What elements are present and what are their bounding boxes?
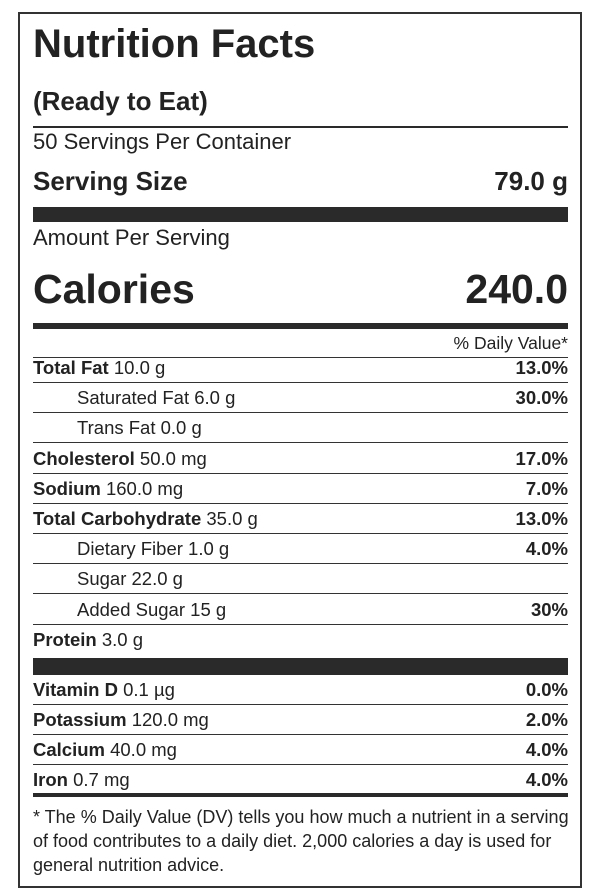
thick-bar: [33, 658, 568, 675]
daily-value: 0.0%: [525, 679, 568, 700]
nutrient-name: Sugar: [77, 568, 127, 590]
nutrient-name-wrap: Sugar 22.0 g: [33, 568, 183, 589]
servings: 50 Servings Per Container: [33, 129, 292, 154]
nutrient-name: Iron: [33, 769, 68, 790]
serving-size-label: Serving Size: [33, 166, 188, 196]
nutrient-amount: 10.0 g: [113, 357, 166, 378]
nutrient-name: Trans Fat: [77, 417, 156, 439]
daily-value-header: % Daily Value*: [33, 328, 568, 358]
nutrient-row: Calcium 40.0 mg 4.0%: [33, 735, 568, 765]
nutrient-name-wrap: Potassium 120.0 mg: [33, 709, 209, 730]
divider: [33, 126, 568, 128]
nutrient-amount: 1.0 g: [188, 538, 230, 560]
daily-value: 30%: [530, 598, 568, 620]
nutrient-name-wrap: Protein 3.0 g: [33, 629, 143, 650]
nutrient-name-wrap: Total Carbohydrate 35.0 g: [33, 508, 258, 529]
nutrient-name: Vitamin D: [33, 679, 118, 700]
nutrient-amount: 120.0 mg: [131, 709, 209, 730]
nutrient-row: Protein 3.0 g: [33, 625, 568, 655]
serving-size: 79.0 g: [494, 166, 568, 196]
nutrient-row: Vitamin D 0.1 µg 0.0%: [33, 675, 568, 705]
nutrient-amount: 15 g: [190, 598, 227, 620]
nutrient-name: Total Carbohydrate: [33, 508, 202, 529]
nutrient-name-wrap: Cholesterol 50.0 mg: [33, 448, 207, 469]
daily-value: 4.0%: [525, 739, 568, 760]
nutrient-name-wrap: Added Sugar 15 g: [33, 599, 226, 620]
medium-bar: [33, 323, 568, 329]
daily-value: 17.0%: [515, 447, 568, 469]
nutrient-name-wrap: Trans Fat 0.0 g: [33, 417, 202, 438]
daily-value: 2.0%: [525, 709, 568, 730]
nutrient-name: Total Fat: [33, 357, 109, 378]
daily-value: 7.0%: [525, 477, 568, 499]
nutrient-name: Sodium: [33, 477, 101, 499]
nutrient-name-wrap: Calcium 40.0 mg: [33, 739, 177, 760]
daily-value: 4.0%: [525, 538, 568, 560]
nutrient-name: Dietary Fiber: [77, 538, 183, 560]
nutrient-amount: 35.0 g: [206, 508, 258, 529]
nutrient-row: Dietary Fiber 1.0 g 4.0%: [33, 534, 568, 565]
nutrient-row: Total Carbohydrate 35.0 g 13.0%: [33, 504, 568, 534]
nutrient-row: Added Sugar 15 g 30%: [33, 595, 568, 625]
nutrient-name: Calcium: [33, 739, 105, 760]
nutrient-name: Saturated Fat: [77, 387, 190, 409]
footnote: * The % Daily Value (DV) tells you how m…: [33, 807, 569, 875]
nutrient-row: Potassium 120.0 mg 2.0%: [33, 705, 568, 735]
nutrient-name: Protein: [33, 628, 97, 650]
thick-bar: [33, 207, 568, 222]
nutrient-name-wrap: Total Fat 10.0 g: [33, 357, 165, 378]
daily-value: 4.0%: [525, 769, 568, 790]
nutrient-row: Cholesterol 50.0 mg 17.0%: [33, 444, 568, 474]
label-border: [18, 12, 582, 888]
medium-bar: [33, 793, 568, 797]
nutrient-row: Sodium 160.0 mg 7.0%: [33, 474, 568, 504]
title: Nutrition Facts: [33, 22, 316, 66]
subtitle: (Ready to Eat): [33, 86, 208, 116]
nutrient-name: Added Sugar: [77, 598, 186, 620]
amount-per-serving: Amount Per Serving: [33, 225, 230, 250]
nutrient-row: Iron 0.7 mg 4.0%: [33, 765, 568, 795]
nutrient-amount: 0.0 g: [160, 417, 202, 439]
nutrient-amount: 0.1 µg: [123, 679, 175, 700]
nutrient-name-wrap: Vitamin D 0.1 µg: [33, 679, 175, 700]
nutrient-amount: 50.0 mg: [139, 447, 207, 469]
nutrient-amount: 40.0 mg: [110, 739, 177, 760]
nutrient-name: Cholesterol: [33, 447, 135, 469]
daily-value: 30.0%: [515, 387, 568, 409]
nutrient-name: Potassium: [33, 709, 127, 730]
nutrient-amount: 0.7 mg: [73, 769, 130, 790]
nutrient-amount: 160.0 mg: [105, 477, 184, 499]
nutrient-name-wrap: Iron 0.7 mg: [33, 769, 130, 790]
nutrient-row: Total Fat 10.0 g 13.0%: [33, 353, 568, 383]
calories-value: 240.0: [465, 266, 568, 312]
nutrient-row: Trans Fat 0.0 g: [33, 413, 568, 444]
daily-value: 13.0%: [515, 508, 568, 529]
daily-value: 13.0%: [515, 357, 568, 378]
nutrient-row: Sugar 22.0 g: [33, 564, 568, 595]
calories-label: Calories: [33, 266, 195, 312]
nutrient-amount: 6.0 g: [194, 387, 236, 409]
nutrient-name-wrap: Sodium 160.0 mg: [33, 478, 183, 499]
nutrient-amount: 3.0 g: [101, 628, 144, 650]
nutrient-name-wrap: Saturated Fat 6.0 g: [33, 387, 235, 408]
nutrient-amount: 22.0 g: [131, 568, 183, 590]
nutrient-row: Saturated Fat 6.0 g 30.0%: [33, 383, 568, 414]
nutrient-name-wrap: Dietary Fiber 1.0 g: [33, 538, 229, 559]
